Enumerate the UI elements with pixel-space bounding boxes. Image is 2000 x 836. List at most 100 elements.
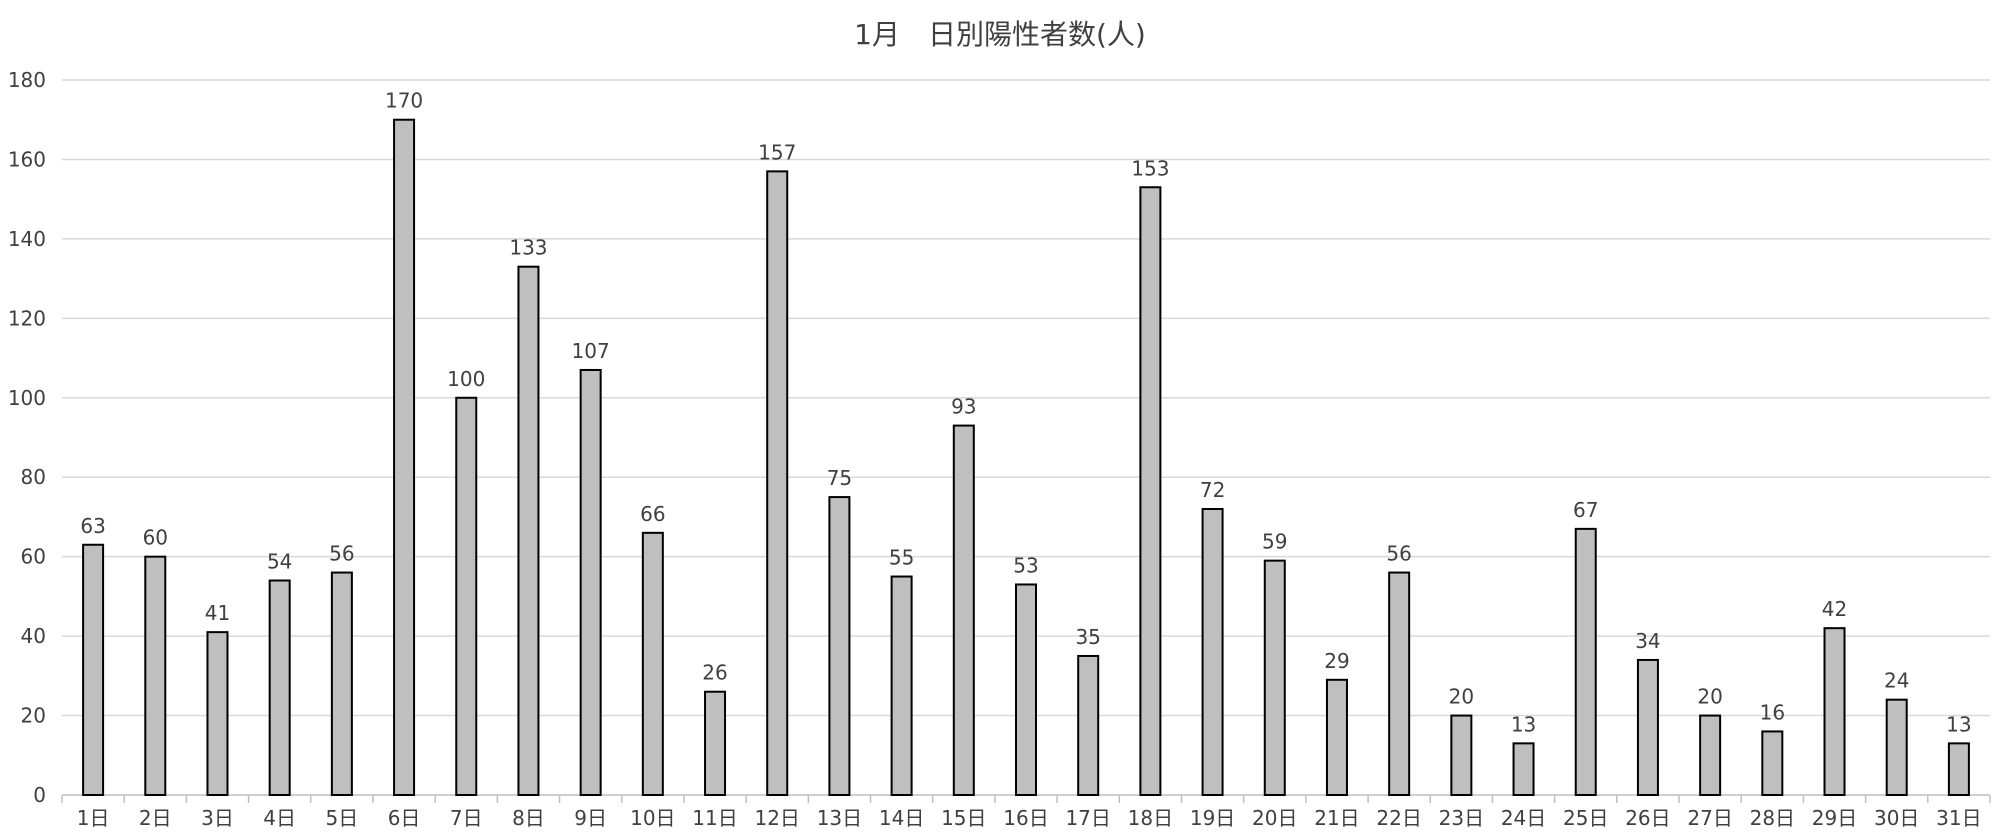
x-tick-label: 4日 bbox=[263, 806, 296, 830]
x-axis-ticks: 1日 2日 3日 4日 5日 6日 7日 8日 9日 10日 11日 12日 13日 14日 15日 16日 1… bbox=[61, 795, 1991, 830]
y-tick-label: 40 bbox=[21, 624, 46, 648]
data-label: 20 bbox=[1697, 685, 1722, 709]
data-label: 93 bbox=[951, 395, 976, 419]
bar bbox=[828, 496, 851, 796]
bar bbox=[1636, 658, 1659, 797]
x-tick-label: 5日 bbox=[326, 806, 359, 830]
bar bbox=[1077, 654, 1100, 796]
data-label: 75 bbox=[827, 466, 852, 490]
bar bbox=[1823, 627, 1846, 797]
y-tick-label: 120 bbox=[8, 306, 46, 330]
bar bbox=[517, 265, 540, 796]
data-label: 66 bbox=[640, 502, 665, 526]
x-tick-label: 26日 bbox=[1625, 806, 1670, 830]
data-label: 34 bbox=[1635, 629, 1660, 653]
y-tick-label: 100 bbox=[8, 386, 46, 410]
x-tick-label: 13日 bbox=[817, 806, 862, 830]
x-tick-label: 21日 bbox=[1314, 806, 1359, 830]
data-labels: 63 60 41 54 56 170 100 133 107 66 26 157 75 55 93 53 35 1… bbox=[80, 89, 1971, 737]
chart-title: 1月 日別陽性者数(人) bbox=[854, 18, 1146, 51]
x-tick-label: 6日 bbox=[388, 806, 421, 830]
x-tick-label: 19日 bbox=[1190, 806, 1235, 830]
x-tick-label: 31日 bbox=[1936, 806, 1981, 830]
y-tick-label: 20 bbox=[21, 704, 46, 728]
x-tick-label: 25日 bbox=[1563, 806, 1608, 830]
bar bbox=[268, 579, 291, 796]
data-label: 56 bbox=[1386, 542, 1411, 566]
x-tick-label: 28日 bbox=[1750, 806, 1795, 830]
bar bbox=[393, 118, 416, 796]
x-tick-label: 1日 bbox=[77, 806, 110, 830]
data-label: 56 bbox=[329, 542, 354, 566]
bar bbox=[206, 631, 229, 797]
data-label: 67 bbox=[1573, 498, 1598, 522]
x-tick-label: 23日 bbox=[1439, 806, 1484, 830]
data-label: 157 bbox=[758, 140, 796, 164]
bar bbox=[1512, 742, 1535, 796]
y-tick-label: 0 bbox=[33, 783, 46, 807]
data-label: 20 bbox=[1449, 685, 1474, 709]
data-label: 59 bbox=[1262, 530, 1287, 554]
x-tick-label: 30日 bbox=[1874, 806, 1919, 830]
data-label: 24 bbox=[1884, 669, 1909, 693]
data-label: 13 bbox=[1946, 712, 1971, 736]
y-tick-label: 60 bbox=[21, 545, 46, 569]
y-tick-label: 140 bbox=[8, 227, 46, 251]
bar bbox=[766, 170, 789, 797]
bar bbox=[952, 424, 975, 796]
bar bbox=[1574, 527, 1597, 796]
x-tick-label: 14日 bbox=[879, 806, 924, 830]
data-label: 41 bbox=[205, 601, 230, 625]
bar bbox=[455, 396, 478, 796]
data-label: 133 bbox=[509, 236, 547, 260]
bar bbox=[1015, 583, 1037, 796]
bar bbox=[330, 571, 353, 796]
y-tick-label: 80 bbox=[21, 465, 46, 489]
x-tick-label: 11日 bbox=[692, 806, 737, 830]
x-tick-label: 22日 bbox=[1376, 806, 1421, 830]
bar bbox=[1325, 678, 1348, 796]
data-label: 53 bbox=[1013, 553, 1038, 577]
data-label: 170 bbox=[385, 89, 423, 113]
bar bbox=[1263, 559, 1286, 797]
data-label: 63 bbox=[80, 514, 105, 538]
y-axis-ticks: 0 20 40 60 80 100 120 140 160 180 bbox=[8, 68, 46, 807]
data-label: 153 bbox=[1131, 156, 1169, 180]
data-label: 107 bbox=[572, 339, 610, 363]
gridlines bbox=[62, 79, 1990, 796]
data-label: 26 bbox=[702, 661, 727, 685]
bar bbox=[890, 575, 913, 796]
bar bbox=[641, 531, 664, 796]
x-tick-label: 20日 bbox=[1252, 806, 1297, 830]
bar bbox=[1201, 508, 1224, 796]
bar bbox=[579, 368, 602, 796]
y-tick-label: 180 bbox=[8, 68, 46, 92]
x-tick-label: 7日 bbox=[450, 806, 483, 830]
data-label: 72 bbox=[1200, 478, 1225, 502]
x-tick-label: 2日 bbox=[139, 806, 172, 830]
bar bbox=[1699, 714, 1722, 796]
x-tick-label: 15日 bbox=[941, 806, 986, 830]
bar bbox=[704, 690, 727, 797]
data-label: 100 bbox=[447, 367, 485, 391]
x-tick-label: 9日 bbox=[574, 806, 607, 830]
data-label: 54 bbox=[267, 550, 292, 574]
x-tick-label: 10日 bbox=[630, 806, 675, 830]
bar bbox=[1450, 714, 1473, 796]
x-tick-label: 27日 bbox=[1687, 806, 1732, 830]
x-tick-label: 3日 bbox=[201, 806, 234, 830]
bars bbox=[82, 118, 1970, 797]
data-label: 42 bbox=[1822, 597, 1847, 621]
bar bbox=[1139, 186, 1162, 796]
data-label: 60 bbox=[143, 526, 168, 550]
bar bbox=[1761, 730, 1784, 797]
data-label: 35 bbox=[1075, 625, 1100, 649]
bar bbox=[1885, 698, 1908, 797]
bar bbox=[82, 543, 105, 796]
x-tick-label: 16日 bbox=[1003, 806, 1048, 830]
data-label: 55 bbox=[889, 546, 914, 570]
data-label: 13 bbox=[1511, 712, 1536, 736]
bar bbox=[1947, 742, 1970, 796]
